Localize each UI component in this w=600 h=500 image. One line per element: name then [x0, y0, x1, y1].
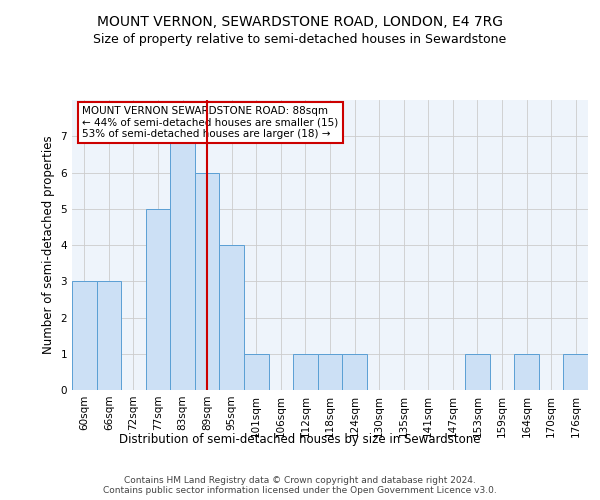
- Text: Distribution of semi-detached houses by size in Sewardstone: Distribution of semi-detached houses by …: [119, 432, 481, 446]
- Y-axis label: Number of semi-detached properties: Number of semi-detached properties: [42, 136, 55, 354]
- Bar: [195, 172, 220, 390]
- Bar: [146, 209, 170, 390]
- Bar: [514, 354, 539, 390]
- Text: Size of property relative to semi-detached houses in Sewardstone: Size of property relative to semi-detach…: [94, 32, 506, 46]
- Bar: [465, 354, 490, 390]
- Bar: [563, 354, 588, 390]
- Text: MOUNT VERNON SEWARDSTONE ROAD: 88sqm
← 44% of semi-detached houses are smaller (: MOUNT VERNON SEWARDSTONE ROAD: 88sqm ← 4…: [82, 106, 338, 139]
- Bar: [72, 281, 97, 390]
- Bar: [244, 354, 269, 390]
- Bar: [220, 245, 244, 390]
- Bar: [97, 281, 121, 390]
- Bar: [342, 354, 367, 390]
- Text: Contains HM Land Registry data © Crown copyright and database right 2024.
Contai: Contains HM Land Registry data © Crown c…: [103, 476, 497, 495]
- Bar: [318, 354, 342, 390]
- Bar: [170, 136, 195, 390]
- Bar: [293, 354, 318, 390]
- Text: MOUNT VERNON, SEWARDSTONE ROAD, LONDON, E4 7RG: MOUNT VERNON, SEWARDSTONE ROAD, LONDON, …: [97, 15, 503, 29]
